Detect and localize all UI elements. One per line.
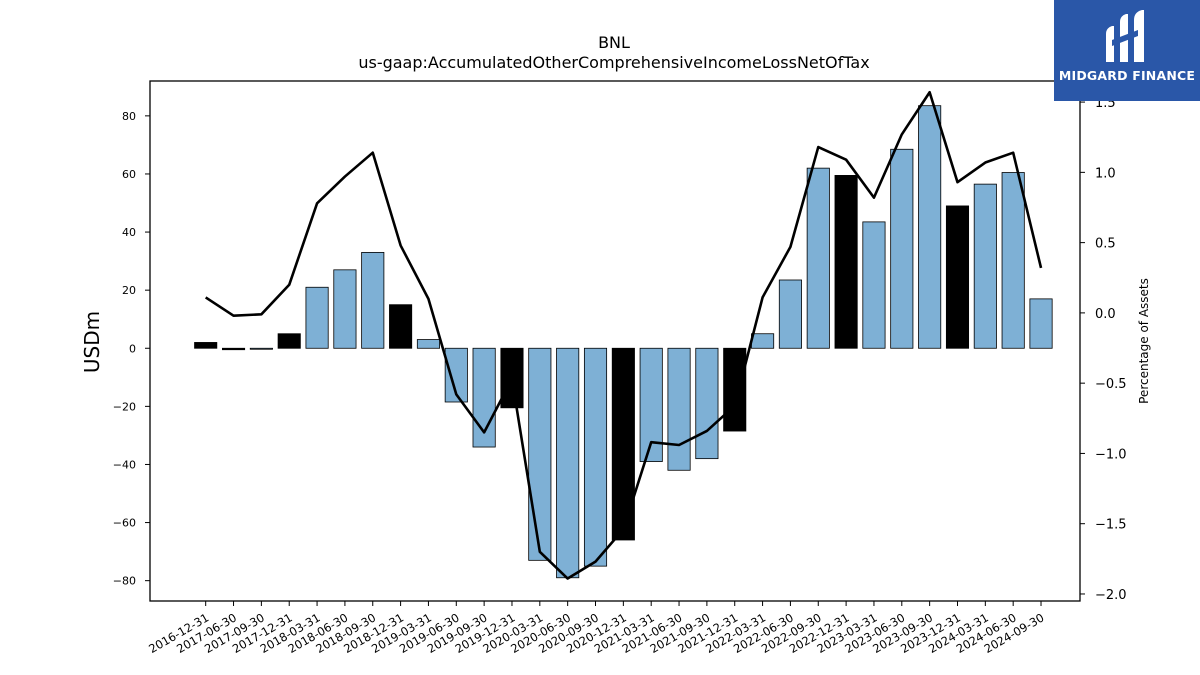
bar-2023-09-30 <box>918 105 942 349</box>
bar-2020-06-30 <box>556 347 580 579</box>
bar-2017-06-30 <box>221 347 246 351</box>
bar-2018-12-31 <box>389 304 413 349</box>
y-tick-label: 0 <box>129 342 136 355</box>
bar-2024-06-30 <box>1001 172 1025 349</box>
bar-2020-09-30 <box>583 347 608 567</box>
bar-2016-12-31 <box>194 342 218 349</box>
bar-2019-06-30 <box>444 347 468 403</box>
y2-tick-label: −1.5 <box>1095 518 1127 533</box>
bar-2022-03-31 <box>751 333 775 349</box>
y2-tick-label: −1.0 <box>1095 447 1127 462</box>
brand-name: MIDGARD FINANCE <box>1058 68 1196 83</box>
y-tick-label: 80 <box>122 110 136 123</box>
y-tick-label: −40 <box>113 458 136 471</box>
chart-subtitle: us-gaap:AccumulatedOtherComprehensiveInc… <box>358 53 869 72</box>
bar-2017-12-31 <box>277 333 301 349</box>
bar-2023-12-31 <box>945 205 970 349</box>
y-axis-label: USDm <box>80 311 104 373</box>
bar-2023-06-30 <box>890 148 914 349</box>
pct-assets-line <box>204 90 1043 580</box>
bar-2021-09-30 <box>695 347 719 460</box>
bar-2018-06-30 <box>333 269 357 349</box>
bar-2020-03-31 <box>528 347 552 561</box>
bar-2022-12-31 <box>834 175 858 349</box>
bar-2018-03-31 <box>305 286 329 349</box>
bar-2023-03-31 <box>862 221 886 349</box>
bar-2024-09-30 <box>1029 298 1053 349</box>
y2-axis-label: Percentage of Assets <box>1137 278 1151 404</box>
bar-2018-09-30 <box>361 251 385 349</box>
bar-2024-03-31 <box>973 183 997 349</box>
y2-tick-label: −2.0 <box>1095 588 1127 603</box>
brand-mark-icon <box>1106 10 1144 62</box>
brand-logo: MIDGARD FINANCE <box>1054 0 1200 101</box>
y2-tick-label: 0.0 <box>1095 307 1116 322</box>
y-tick-label: −20 <box>113 400 136 413</box>
bar-2019-03-31 <box>416 339 440 349</box>
y-tick-label: 60 <box>122 168 136 181</box>
y-tick-label: −80 <box>113 575 136 588</box>
bar-2022-06-30 <box>778 279 802 349</box>
y-tick-label: 20 <box>122 284 136 297</box>
bar-2021-12-31 <box>723 347 747 432</box>
chart-title: BNL <box>598 33 630 52</box>
bar-2020-12-31 <box>611 347 635 541</box>
y2-tick-label: −0.5 <box>1095 377 1127 392</box>
y2-tick-label: 1.0 <box>1095 166 1116 181</box>
bar-2022-09-30 <box>806 167 830 349</box>
y-tick-label: −60 <box>113 517 136 530</box>
bar-2021-06-30 <box>667 347 691 471</box>
y2-tick-label: 0.5 <box>1095 237 1116 252</box>
bar-2021-03-31 <box>639 347 663 462</box>
plot-frame <box>149 80 1081 602</box>
bar-2017-09-30 <box>249 347 273 350</box>
y-tick-label: 40 <box>122 226 136 239</box>
